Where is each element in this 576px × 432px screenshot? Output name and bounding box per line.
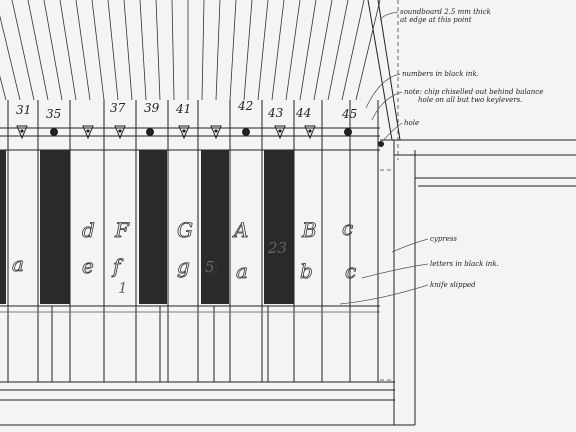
string-line [285, 0, 301, 101]
black-key [40, 150, 70, 304]
key-number: 44 [295, 106, 311, 120]
string-line [313, 0, 333, 101]
string-line [0, 75, 7, 101]
balance-pin [210, 125, 222, 140]
balance-pin-center [86, 129, 90, 133]
key-frame [0, 127, 415, 426]
balance-pin [274, 125, 286, 140]
string-line [27, 0, 49, 101]
balance-pins [16, 125, 352, 140]
key-letter: g [206, 254, 219, 278]
key-letter: c [342, 216, 353, 240]
key-letter: a [236, 259, 248, 283]
balance-hole [378, 141, 384, 147]
balance-pin-center [278, 129, 282, 133]
key-letter: b [300, 259, 313, 283]
key-letter: G [177, 218, 193, 242]
balance-pin [178, 125, 190, 140]
string-line [155, 0, 161, 101]
key-number: 31 [16, 103, 31, 117]
key-mark: 23 [267, 239, 287, 257]
string-line [139, 0, 147, 101]
string-line [171, 0, 175, 101]
string-line [43, 0, 63, 101]
string-line [215, 0, 221, 101]
key-number: 43 [267, 106, 284, 120]
key-letter: F [114, 218, 130, 242]
key-letter: e [82, 254, 94, 278]
key-letter: A [232, 218, 248, 242]
balance-pin-center [308, 129, 312, 133]
soundboard-edge [367, 0, 393, 141]
string-line [299, 0, 317, 101]
key-number: 39 [144, 101, 160, 115]
key-number: 37 [110, 101, 126, 115]
balance-pin [50, 128, 58, 136]
string-line [0, 14, 21, 101]
black-key [0, 150, 6, 304]
annotation-lettering: letters in black ink. [430, 260, 499, 268]
annotation-note-1: note: chip chiselled out behind balance [404, 88, 543, 96]
balance-pin [344, 128, 352, 136]
string-line [355, 0, 381, 101]
balance-pin-center [118, 129, 122, 133]
annotation-knife: knife slipped [430, 281, 476, 289]
key-numbers: 31 35 37 39 41 42 43 44 45 [16, 99, 357, 121]
key-mark: 5 [205, 258, 215, 276]
string-line [107, 0, 119, 101]
balance-pin [146, 128, 154, 136]
key-letter: c [345, 259, 356, 283]
string-line [243, 0, 253, 101]
annotation-hole: hole [404, 119, 419, 127]
key-letter: B [301, 218, 317, 242]
balance-pin-center [214, 129, 218, 133]
annotation-cypress: cypress [430, 235, 457, 243]
black-keys [0, 150, 294, 304]
key-letter: a [12, 252, 24, 276]
black-key [201, 150, 229, 304]
soundboard-edge-inner [377, 0, 401, 141]
string-lines [0, 0, 381, 101]
key-number: 41 [175, 102, 191, 116]
string-line [341, 0, 365, 101]
black-key [139, 150, 167, 304]
annotation-soundboard: soundboard 2.5 mm thick [400, 8, 491, 16]
string-line [201, 0, 205, 101]
string-line [123, 0, 133, 101]
string-line [271, 0, 285, 101]
balance-pin-center [20, 129, 24, 133]
case-side [377, 0, 576, 425]
string-line [327, 0, 349, 101]
string-line [11, 0, 35, 101]
key-mark: 1 [118, 279, 128, 297]
annotation-numbers: numbers in black ink. [402, 70, 479, 78]
balance-pin [242, 128, 250, 136]
annotations: soundboard 2.5 mm thick at edge at this … [339, 8, 543, 305]
string-line [59, 0, 77, 101]
string-line [91, 0, 105, 101]
key-letter: g [177, 254, 190, 278]
balance-pin [82, 125, 94, 140]
annotation-note-2: hole on all but two keylevers. [418, 96, 522, 104]
key-letters: a e f g g a b c d F G A B c 1 5 23 [12, 216, 357, 297]
balance-pin [114, 125, 126, 140]
balance-pin [16, 125, 28, 140]
string-line [229, 0, 237, 101]
key-letter: d [82, 218, 95, 242]
key-letter: f [111, 254, 124, 278]
string-line [257, 0, 269, 101]
key-number: 35 [46, 107, 61, 121]
string-line [75, 0, 91, 101]
key-number: 42 [237, 99, 253, 113]
balance-pin [304, 125, 316, 140]
balance-pin-center [182, 129, 186, 133]
annotation-soundboard-2: at edge at this point [400, 16, 472, 24]
key-number: 45 [341, 107, 357, 121]
black-key [264, 150, 294, 304]
